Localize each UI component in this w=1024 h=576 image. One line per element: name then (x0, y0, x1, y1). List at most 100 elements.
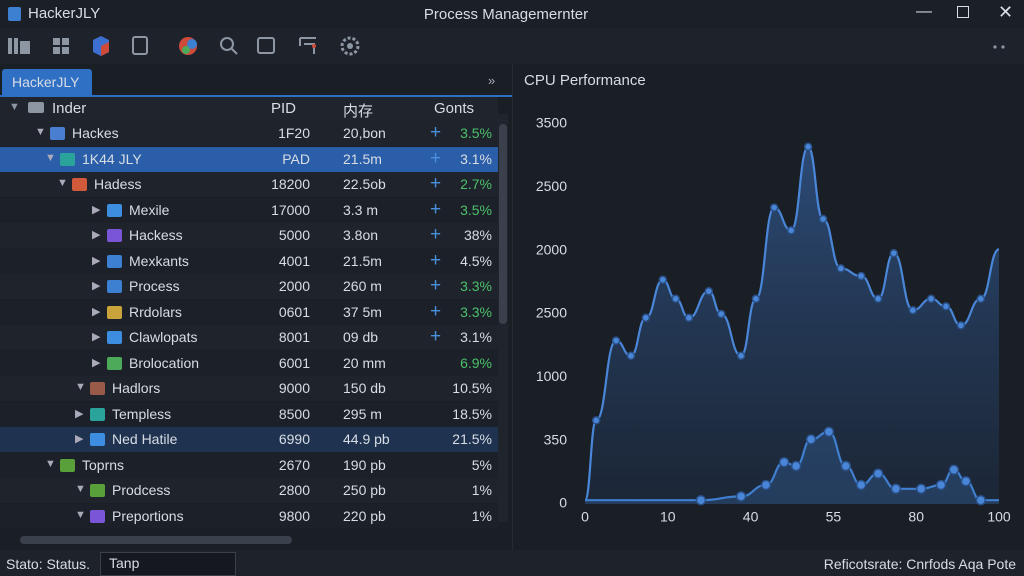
data-point (823, 426, 835, 438)
process-row[interactable]: ▶ Ned Hatile 6990 44.9 pb 21.5% (0, 427, 498, 452)
process-pid: 1F20 (278, 125, 310, 141)
y-tick-label: 1000 (536, 368, 567, 384)
process-name: Mexkants (129, 252, 189, 269)
process-name: Hackess (129, 227, 183, 243)
process-cpu: 18.5% (452, 405, 492, 422)
process-memory: 150 db (343, 380, 386, 396)
process-name: Preportions (112, 507, 184, 524)
data-point (935, 479, 947, 491)
data-point (975, 494, 987, 506)
process-row[interactable]: ▶ Clawlopats 8001 09 db +3.1% (0, 325, 498, 350)
process-pid: 9800 (278, 507, 310, 524)
data-point (786, 226, 796, 235)
close-button[interactable]: ✕ (998, 2, 1014, 22)
collapse-arrow: ▶ (92, 254, 101, 267)
process-pid: 6990 (278, 431, 310, 447)
data-point (769, 203, 779, 212)
process-row[interactable]: ▼ 1K44 JLY PAD 21.5m +3.1% (0, 146, 498, 172)
process-row[interactable]: ▼ Hadess 18200 22.5ob +2.7% (0, 172, 498, 197)
process-row[interactable]: ▼ Hackes 1F20 20,bon +3.5% (0, 121, 498, 146)
y-tick-label: 3500 (536, 115, 567, 131)
add-button[interactable]: + (430, 275, 442, 296)
expand-arrow: ▼ (45, 151, 56, 164)
data-point (960, 475, 972, 487)
process-row[interactable]: ▶ Brolocation 6001 20 mm 6.9% (0, 350, 498, 376)
process-memory: 220 pb (343, 507, 386, 524)
process-name: Hackes (72, 125, 119, 141)
x-tick-label: 55 (826, 509, 842, 525)
add-button[interactable]: + (430, 122, 442, 143)
column-header[interactable]: PID (271, 100, 297, 117)
y-tick-label: 2000 (536, 241, 567, 257)
process-name: Hadess (94, 176, 142, 192)
process-pid: 6001 (278, 354, 310, 371)
process-row[interactable]: ▼ Prodcess 2800 250 pb 1% (0, 478, 498, 503)
expand-arrow: ▼ (57, 177, 68, 189)
process-name: Prodcess (112, 482, 171, 498)
process-name: Templess (112, 405, 172, 422)
process-memory: 44.9 pb (343, 431, 390, 447)
process-icon (107, 331, 122, 344)
y-tick-label: 2500 (536, 178, 567, 194)
process-row[interactable]: ▶ Rrdolars 0601 37 5m +3.3% (0, 299, 498, 325)
horizontal-scrollbar[interactable] (20, 536, 292, 544)
x-tick-label: 40 (743, 509, 759, 525)
process-row[interactable]: ▶ Mexkants 4001 21.5m +4.5% (0, 248, 498, 274)
data-point (751, 294, 761, 304)
process-icon (60, 458, 75, 472)
add-button[interactable]: + (430, 300, 442, 322)
process-icon (107, 356, 122, 370)
process-name: 1K44 JLY (82, 150, 142, 167)
status-right: Reficotsrate: Cnrfods Aqa Pote (823, 556, 1016, 572)
data-point (626, 351, 636, 361)
x-tick-label: 80 (908, 509, 924, 525)
scroll-thumb[interactable] (499, 124, 507, 324)
maximize-button[interactable] (957, 6, 969, 18)
process-icon (107, 229, 122, 242)
process-pid: 5000 (278, 227, 310, 243)
collapse-arrow: ▶ (92, 331, 101, 343)
process-cpu: 6.9% (460, 354, 492, 371)
toolbar-icons[interactable] (8, 36, 1005, 56)
process-cpu: 3.1% (460, 150, 492, 167)
data-point (760, 479, 772, 491)
process-name: Process (129, 278, 180, 294)
process-row[interactable]: ▶ Templess 8500 295 m 18.5% (0, 401, 498, 427)
process-memory: 21.5m (343, 150, 382, 167)
process-row[interactable]: ▶ Process 2000 260 m +3.3% (0, 274, 498, 299)
process-icon (60, 152, 75, 166)
add-button[interactable]: + (430, 147, 442, 169)
data-point (641, 313, 651, 323)
data-point (695, 494, 707, 506)
data-point (840, 460, 852, 472)
process-cpu: 3.5% (460, 125, 492, 141)
collapse-button[interactable]: » (488, 73, 496, 88)
minimize-button[interactable]: — (916, 3, 932, 20)
process-pid: 2000 (278, 278, 310, 294)
process-row[interactable]: ▶ Mexile 17000 3.3 m +3.5% (0, 197, 498, 223)
process-row[interactable]: ▼ Hadlors 9000 150 db 10.5% (0, 376, 498, 401)
add-button[interactable]: + (430, 198, 442, 220)
process-pid: PAD (282, 150, 310, 167)
add-button[interactable]: + (430, 224, 442, 245)
add-button[interactable]: + (430, 249, 442, 271)
expand-arrow: ▼ (75, 508, 86, 521)
process-row[interactable]: ▼ Toprns 2670 190 pb 5% (0, 452, 498, 478)
data-point (671, 294, 680, 304)
process-cpu: 3.5% (460, 201, 492, 218)
add-button[interactable]: + (430, 173, 442, 194)
process-row[interactable]: ▼ Preportions 9800 220 pb 1% (0, 503, 498, 529)
data-point (684, 313, 694, 323)
title-bar: HackerJLY Process Managemernter — ✕ (0, 0, 1024, 28)
vertical-scrollbar[interactable] (498, 114, 508, 522)
add-button[interactable]: + (430, 326, 442, 347)
process-row[interactable]: ▶ Hackess 5000 3.8on +38% (0, 223, 498, 248)
column-header[interactable]: Inder (52, 100, 87, 117)
x-tick-label: 10 (660, 509, 676, 525)
column-header[interactable]: Gonts (434, 100, 475, 117)
status-input[interactable]: Tanp (100, 552, 236, 576)
column-header[interactable]: 内存 (343, 103, 374, 120)
panel-tab[interactable]: HackerJLY (2, 69, 92, 95)
data-point (948, 464, 960, 476)
data-point (976, 294, 986, 304)
